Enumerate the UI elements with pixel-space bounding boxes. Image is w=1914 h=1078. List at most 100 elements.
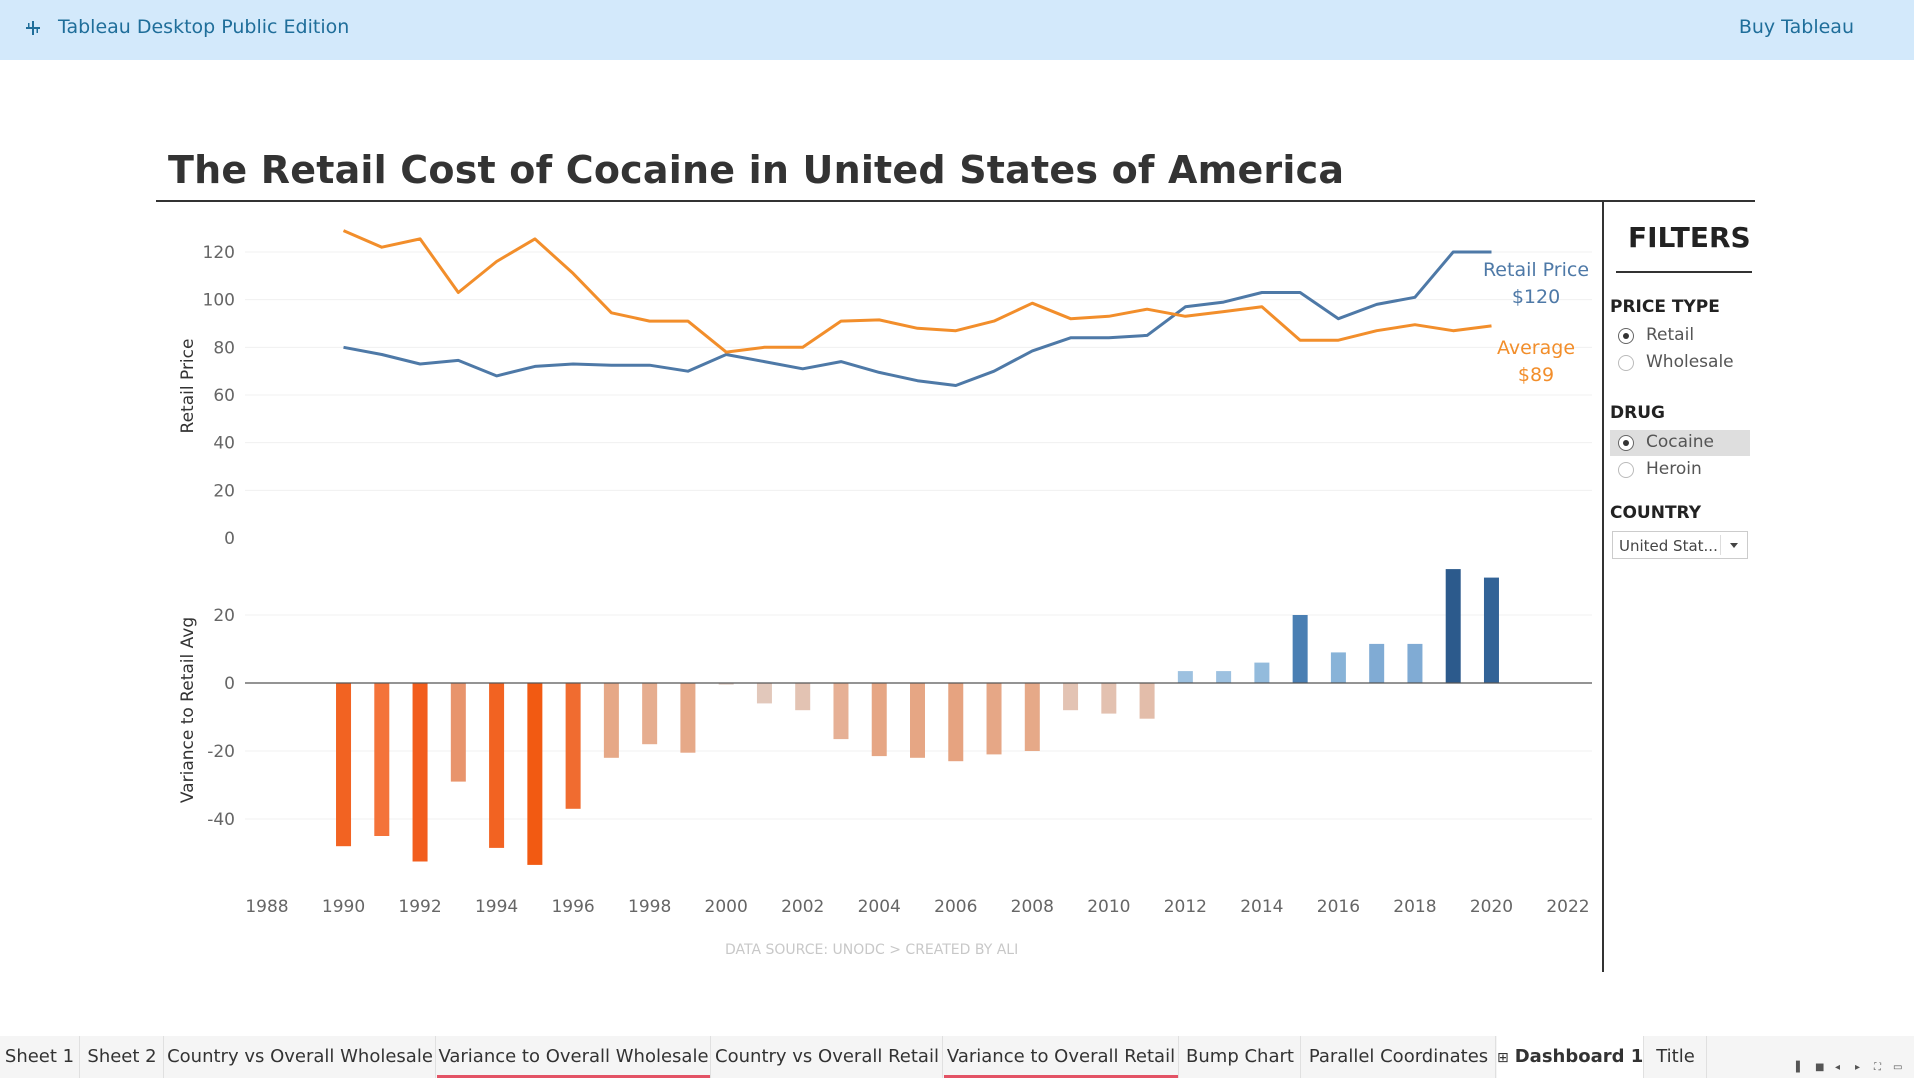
sheet-tab-dashboard-1[interactable]: ⊞ Dashboard 1	[1497, 1036, 1644, 1078]
sheet-tab-title[interactable]: Title	[1645, 1036, 1707, 1078]
variance-bar	[910, 683, 925, 758]
variance-bar	[1369, 643, 1385, 683]
variance-bar	[1177, 671, 1193, 683]
variance-bar	[1483, 577, 1499, 683]
average-series-line	[342, 229, 1492, 354]
option-label: Retail	[1646, 325, 1695, 345]
sheet-tab-bar: Sheet 1 Sheet 2 Country vs Overall Wholesa…	[0, 1036, 1914, 1078]
fullscreen-icon[interactable]: ⛶	[1874, 1062, 1881, 1073]
variance-bar	[1445, 569, 1461, 683]
line-y-tick-label: 20	[213, 481, 235, 501]
radio-selected-icon[interactable]	[1618, 435, 1634, 451]
drug-option-heroin[interactable]: Heroin	[1610, 457, 1750, 483]
prev-sheet-icon[interactable]: ◂	[1835, 1062, 1841, 1073]
top-bar: Tableau Desktop Public Edition Buy Table…	[0, 0, 1914, 60]
data-source-note: DATA SOURCE: UNODC > CREATED BY ALI	[725, 942, 1019, 958]
sheet-tab-label: Variance to Overall Wholesale	[438, 1046, 709, 1067]
sheet-tab-bump-chart[interactable]: Bump Chart	[1180, 1036, 1301, 1078]
variance-bar	[1407, 643, 1423, 683]
variance-bar	[1063, 683, 1079, 711]
x-tick-label: 2014	[1240, 897, 1283, 917]
sheet-tab-country-vs-overall-retail[interactable]: Country vs Overall Retail	[712, 1036, 943, 1078]
line-y-axis-title: Retail Price	[178, 339, 198, 434]
filters-title: FILTERS	[1628, 221, 1751, 254]
sheet-tab-label: Sheet 1	[4, 1046, 75, 1067]
line-y-tick-label: 100	[203, 291, 235, 311]
price-type-option-wholesale[interactable]: Wholesale	[1610, 350, 1750, 376]
x-tick-label: 1994	[475, 897, 518, 917]
variance-bar	[756, 683, 772, 704]
radio-unselected-icon[interactable]	[1618, 355, 1634, 371]
line-y-tick-label: 120	[203, 243, 235, 263]
price-type-label: PRICE TYPE	[1610, 297, 1720, 317]
app-title: Tableau Desktop Public Edition	[58, 16, 350, 38]
radio-selected-icon[interactable]	[1618, 328, 1634, 344]
bar-y-axis-title: Variance to Retail Avg	[178, 617, 198, 803]
bar-y-tick-label: -20	[207, 742, 235, 762]
country-dropdown[interactable]: United Stat...	[1612, 531, 1748, 559]
sheet-tab-sheet-1[interactable]: Sheet 1	[0, 1036, 80, 1078]
retail-price-series-line	[343, 250, 1492, 387]
x-tick-label: 2018	[1393, 897, 1436, 917]
tableau-logo-icon	[26, 21, 40, 35]
chevron-down-icon[interactable]	[1730, 543, 1738, 548]
variance-bar	[1330, 652, 1346, 683]
sheet-tab-parallel-coordinates[interactable]: Parallel Coordinates	[1302, 1036, 1496, 1078]
drug-option-cocaine[interactable]: Cocaine	[1610, 430, 1750, 456]
dropdown-separator	[1720, 535, 1721, 555]
variance-bar	[1024, 683, 1040, 751]
variance-bar	[718, 683, 734, 685]
variance-bar	[450, 683, 466, 782]
variance-bar	[833, 683, 849, 740]
variance-bar	[412, 683, 428, 862]
variance-bar	[1216, 671, 1232, 683]
line-y-tick-label: 40	[213, 434, 235, 454]
filters-title-divider	[1616, 271, 1752, 273]
bar-y-tick-label: 0	[224, 674, 235, 694]
filmstrip-icon[interactable]: ▐	[1792, 1062, 1800, 1073]
x-tick-label: 2020	[1470, 897, 1513, 917]
sheet-tab-label: Country vs Overall Retail	[715, 1046, 939, 1067]
presentation-icon[interactable]: ▭	[1893, 1062, 1903, 1073]
option-label: Cocaine	[1646, 432, 1714, 452]
variance-bar	[871, 683, 887, 757]
variance-bar	[336, 683, 352, 847]
variance-bar	[603, 683, 619, 758]
variance-bar	[1139, 683, 1155, 719]
variance-bar	[565, 683, 581, 809]
variance-bar	[374, 683, 390, 836]
sheet-tab-label: Parallel Coordinates	[1308, 1046, 1489, 1067]
x-tick-label: 2000	[705, 897, 748, 917]
x-tick-label: 2006	[934, 897, 977, 917]
sheet-tab-sheet-2[interactable]: Sheet 2	[81, 1036, 164, 1078]
series-end-value-label: $120	[1512, 286, 1560, 308]
price-type-option-retail[interactable]: Retail	[1610, 323, 1750, 349]
x-tick-label: 2002	[781, 897, 824, 917]
x-tick-label: 1988	[245, 897, 288, 917]
title-divider	[156, 200, 1755, 202]
sheet-tab-label: Dashboard 1	[1514, 1046, 1644, 1067]
dashboard-grid-icon: ⊞	[1497, 1050, 1509, 1066]
year-axis: 1988 1990 1992 1994 1996 1998 2000 2002 2004 2006…	[245, 897, 1589, 917]
show-sheet-icon[interactable]: ■	[1815, 1062, 1825, 1073]
option-label: Heroin	[1646, 459, 1702, 479]
line-y-tick-label: 0	[224, 529, 235, 549]
sheet-tab-label: Bump Chart	[1186, 1046, 1294, 1067]
sheet-tab-variance-to-overall-wholesale[interactable]: Variance to Overall Wholesale	[437, 1036, 711, 1078]
series-end-label: Average	[1497, 337, 1575, 359]
buy-tableau-link[interactable]: Buy Tableau	[1738, 16, 1854, 38]
retail-price-line-chart: 0 20 40 60 80 100 120 Retail Price Retail Price $…	[178, 229, 1592, 549]
country-label: COUNTRY	[1610, 503, 1702, 523]
variance-bar	[1254, 662, 1270, 683]
sheet-tab-variance-to-overall-retail[interactable]: Variance to Overall Retail	[944, 1036, 1179, 1078]
bar-y-tick-label: 20	[213, 606, 235, 626]
line-y-tick-label: 60	[213, 386, 235, 406]
drug-label: DRUG	[1610, 403, 1665, 423]
radio-unselected-icon[interactable]	[1618, 462, 1634, 478]
sheet-tab-country-vs-overall-wholesale[interactable]: Country vs Overall Wholesale	[165, 1036, 436, 1078]
next-sheet-icon[interactable]: ▸	[1855, 1062, 1861, 1073]
x-tick-label: 2010	[1087, 897, 1130, 917]
series-end-value-label: $89	[1518, 364, 1554, 386]
option-label: Wholesale	[1646, 352, 1734, 372]
variance-bar	[795, 683, 811, 711]
